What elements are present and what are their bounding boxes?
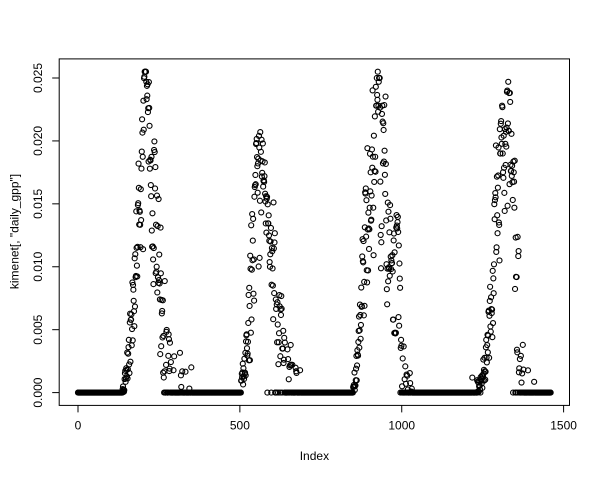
svg-text:0.025: 0.025 — [31, 63, 45, 93]
svg-text:0.015: 0.015 — [31, 189, 45, 219]
svg-text:0.000: 0.000 — [31, 377, 45, 407]
svg-text:500: 500 — [230, 419, 250, 433]
svg-text:0.020: 0.020 — [31, 126, 45, 156]
svg-text:0.005: 0.005 — [31, 314, 45, 344]
svg-text:0.010: 0.010 — [31, 251, 45, 281]
svg-text:1500: 1500 — [550, 419, 577, 433]
svg-text:Index: Index — [300, 449, 329, 463]
svg-text:1000: 1000 — [388, 419, 415, 433]
svg-text:kimenet[, "daily_gpp"]: kimenet[, "daily_gpp"] — [8, 174, 22, 289]
svg-text:0: 0 — [75, 419, 82, 433]
